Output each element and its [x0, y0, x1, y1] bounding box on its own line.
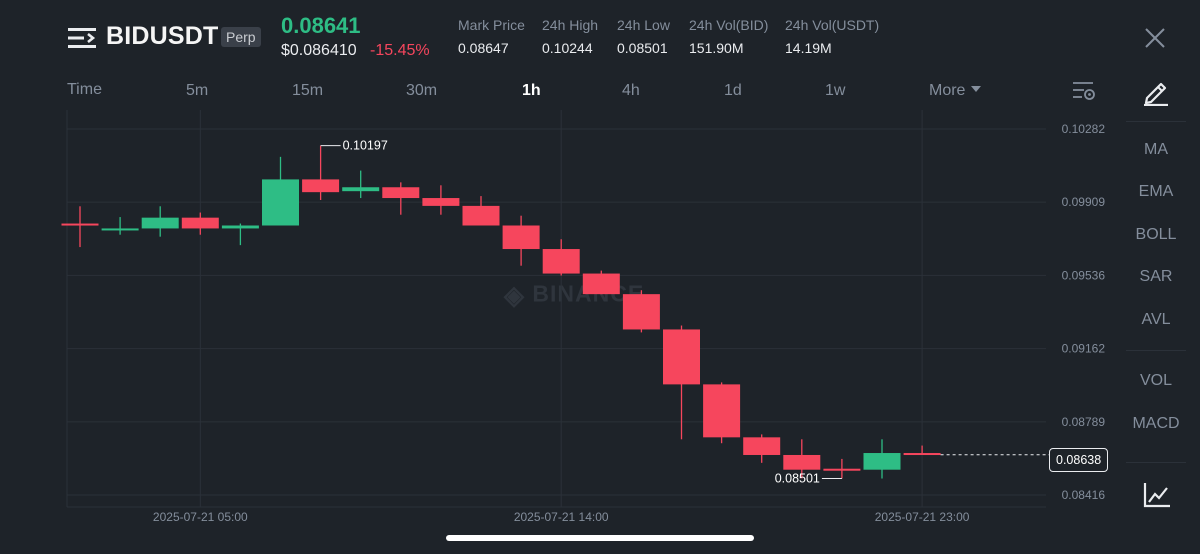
candle-body: [502, 225, 540, 250]
x-tick-label: 2025-07-21 23:00: [875, 510, 970, 524]
mark-price-value: 0.08647: [458, 40, 509, 56]
interval-30m[interactable]: 30m: [406, 82, 438, 99]
draw-tool-icon[interactable]: [1141, 78, 1171, 106]
symbol-title[interactable]: BIDUSDT: [106, 22, 219, 50]
candle-body: [342, 187, 380, 192]
indicator-vol[interactable]: VOL: [1139, 372, 1172, 389]
price-change-percent: -15.45%: [370, 42, 430, 59]
min-price-label: 0.08501: [775, 472, 820, 486]
usd-price: $0.086410: [281, 42, 357, 59]
mark-price-label: Mark Price: [458, 17, 525, 33]
sidebar-divider: [1126, 121, 1186, 122]
indicator-sar[interactable]: SAR: [1139, 268, 1173, 285]
candle-body: [101, 228, 139, 231]
candle-body: [141, 217, 179, 229]
high-24h-value: 0.10244: [542, 40, 593, 56]
contract-type-badge: Perp: [221, 27, 261, 47]
y-tick-label: 0.10282: [1062, 122, 1106, 136]
candle-body: [422, 198, 460, 206]
chart-type-icon[interactable]: [1143, 482, 1171, 508]
x-tick-label: 2025-07-21 14:00: [514, 510, 609, 524]
vol-bid-value: 151.90M: [689, 40, 744, 56]
y-tick-label: 0.09536: [1062, 268, 1106, 282]
interval-1d[interactable]: 1d: [724, 82, 742, 99]
indicator-macd[interactable]: MACD: [1132, 415, 1180, 432]
chart-settings-icon[interactable]: [1072, 80, 1096, 102]
indicator-ema[interactable]: EMA: [1138, 183, 1174, 200]
interval-more[interactable]: More: [929, 82, 982, 100]
y-tick-label: 0.08789: [1062, 415, 1106, 429]
interval-time[interactable]: Time: [67, 81, 102, 98]
candle-body: [382, 187, 420, 199]
sidebar-divider: [1126, 350, 1186, 351]
interval-15m[interactable]: 15m: [292, 82, 324, 99]
candle-body: [582, 273, 620, 295]
more-label: More: [929, 82, 966, 99]
sidebar-divider: [1126, 462, 1186, 463]
candle-body: [663, 329, 700, 385]
home-indicator[interactable]: [446, 535, 754, 541]
interval-1w[interactable]: 1w: [825, 82, 846, 99]
indicator-ma[interactable]: MA: [1144, 141, 1168, 158]
candle-body: [743, 437, 781, 455]
close-icon[interactable]: [1143, 26, 1167, 50]
low-24h-value: 0.08501: [617, 40, 668, 56]
current-price-badge: 0.08638: [1049, 448, 1109, 472]
last-price: 0.08641: [281, 13, 361, 38]
interval-4h[interactable]: 4h: [622, 82, 640, 99]
candle-body: [181, 217, 219, 229]
candle-body: [903, 453, 941, 456]
low-24h-label: 24h Low: [617, 17, 670, 33]
indicator-boll[interactable]: BOLL: [1135, 226, 1177, 243]
candle-body: [262, 179, 299, 226]
vol-usdt-value: 14.19M: [785, 40, 832, 56]
high-24h-label: 24h High: [542, 17, 599, 33]
interval-5m[interactable]: 5m: [186, 82, 209, 99]
candlestick-chart[interactable]: 0.10282 0.09909 0.09536 0.09162 0.08789 0.084…: [0, 105, 1120, 530]
vol-usdt-label: 24h Vol(USDT): [785, 17, 880, 33]
candle-body: [302, 179, 340, 193]
indicator-avl[interactable]: AVL: [1141, 311, 1171, 328]
candle-body: [783, 454, 821, 470]
candle-body: [462, 205, 500, 226]
x-tick-label: 2025-07-21 05:00: [153, 510, 248, 524]
candle-body: [863, 453, 901, 470]
y-tick-label: 0.09909: [1062, 195, 1106, 209]
y-tick-label: 0.08416: [1062, 488, 1106, 502]
candle-body: [823, 468, 861, 471]
candle-body: [221, 225, 259, 229]
max-price-label: 0.10197: [343, 139, 388, 153]
menu-icon[interactable]: [68, 26, 98, 50]
binance-logo-icon: ◈: [504, 280, 525, 310]
candle-body: [703, 384, 741, 438]
y-tick-label: 0.09162: [1062, 342, 1106, 356]
candle-body: [622, 294, 660, 330]
interval-1h[interactable]: 1h: [522, 82, 541, 99]
caret-down-icon: [971, 85, 982, 92]
vol-bid-label: 24h Vol(BID): [689, 17, 769, 33]
candle-body: [61, 223, 99, 226]
candle-body: [542, 249, 580, 274]
